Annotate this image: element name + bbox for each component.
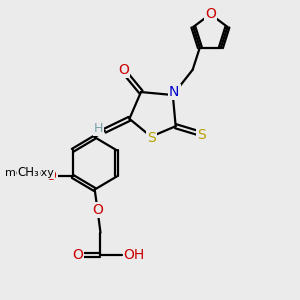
- Text: O: O: [46, 169, 56, 184]
- Text: O: O: [72, 248, 83, 262]
- Text: H: H: [94, 122, 103, 135]
- Text: S: S: [147, 131, 155, 145]
- Text: methoxy: methoxy: [5, 169, 54, 178]
- Text: methoxy: methoxy: [27, 172, 33, 173]
- Text: O: O: [118, 63, 129, 77]
- Text: S: S: [197, 128, 206, 142]
- Text: CH₃: CH₃: [17, 167, 39, 179]
- Text: N: N: [169, 85, 179, 99]
- Text: O: O: [92, 203, 103, 217]
- Text: O: O: [205, 7, 216, 21]
- Text: OH: OH: [124, 248, 145, 262]
